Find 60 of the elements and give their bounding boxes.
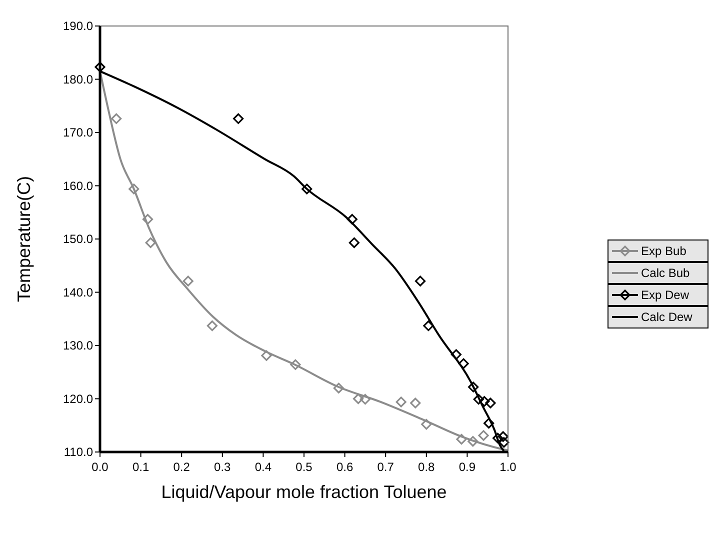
x-tick-label: 0.0: [92, 460, 109, 474]
point: [478, 430, 489, 441]
point: [492, 432, 504, 444]
x-axis-title: Liquid/Vapour mole fraction Toluene: [161, 482, 447, 502]
y-tick-label: 170.0: [62, 126, 94, 140]
point: [145, 237, 156, 248]
point: [473, 394, 484, 405]
point: [206, 320, 218, 332]
point: [346, 214, 358, 225]
point: [142, 214, 154, 225]
point: [360, 394, 370, 405]
point: [421, 419, 432, 430]
point: [484, 418, 494, 429]
point: [396, 396, 406, 408]
y-tick-label: 180.0: [62, 72, 94, 86]
point: [450, 349, 462, 360]
y-axis-title: Temperature(C): [14, 176, 34, 302]
point: [479, 396, 490, 407]
point: [290, 359, 301, 370]
point: [111, 113, 122, 124]
point: [423, 320, 434, 332]
x-tick-label: 1.0: [500, 460, 517, 474]
x-tick-label: 0.5: [296, 460, 313, 474]
x-tick-label: 0.4: [254, 460, 272, 474]
x-tick-label: 0.9: [458, 460, 476, 474]
point: [261, 350, 272, 361]
point: [333, 382, 344, 394]
x-tick-label: 0.2: [173, 460, 190, 474]
y-tick-label: 190.0: [62, 19, 94, 34]
x-tick-label: 0.6: [336, 460, 354, 474]
y-tick-label: 160.0: [62, 178, 94, 193]
point: [468, 382, 479, 392]
point: [302, 184, 312, 194]
x-tick-label: 0.1: [132, 460, 150, 474]
point: [182, 276, 194, 286]
x-tick-label: 0.3: [214, 460, 232, 474]
y-tick-label: 130.0: [62, 338, 94, 353]
legend-label: Exp Bub: [641, 244, 687, 258]
point: [468, 436, 478, 447]
y-tick-label: 120.0: [62, 392, 94, 406]
legend-label: Calc Dew: [641, 310, 693, 324]
point: [233, 113, 244, 124]
y-tick-label: 150.0: [62, 232, 94, 246]
point: [485, 398, 496, 408]
legend-label: Exp Dew: [641, 288, 690, 302]
point: [410, 398, 421, 408]
legend-label: Calc Bub: [641, 266, 690, 280]
x-tick-label: 0.8: [418, 460, 436, 474]
y-tick-label: 110.0: [64, 445, 94, 460]
point: [348, 237, 360, 248]
point: [128, 184, 140, 194]
point: [498, 437, 510, 448]
x-tick-label: 0.7: [377, 460, 394, 474]
point: [414, 276, 426, 286]
point: [458, 358, 469, 369]
y-tick-label: 140.0: [62, 285, 94, 300]
point: [498, 431, 508, 442]
point: [352, 393, 364, 404]
point: [456, 434, 467, 445]
point: [94, 62, 106, 72]
